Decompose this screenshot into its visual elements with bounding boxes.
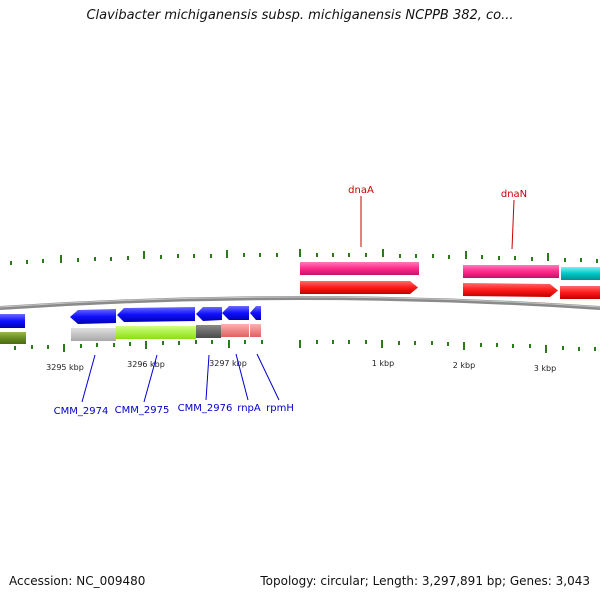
feature-olive-left-edge[interactable]	[0, 332, 26, 344]
feature-red-track-1[interactable]	[300, 281, 418, 294]
bottom-gene-labels	[81, 353, 280, 403]
feature-red-track-3[interactable]	[560, 286, 600, 299]
gene-rnpa-arrow[interactable]	[222, 306, 249, 320]
reverse-features	[0, 306, 261, 344]
gene-rpmh-arrow[interactable]	[250, 306, 261, 320]
feature-pink-track-2[interactable]	[463, 265, 559, 278]
genome-summary-label: Topology: circular; Length: 3,297,891 bp…	[260, 574, 590, 588]
gene-label-cmm-2974[interactable]: CMM_2974	[54, 406, 109, 417]
cmm-2974-leader-line	[81, 354, 96, 403]
forward-features	[300, 262, 600, 299]
cds-rnpa-bar[interactable]	[221, 324, 249, 337]
scale-label: 3295 kbp	[46, 363, 84, 372]
gene-label-rpmh[interactable]: rpmH	[266, 403, 294, 414]
scale-label: 1 kbp	[372, 359, 394, 368]
gene-cmm-2975-arrow[interactable]	[117, 307, 195, 322]
scale-label: 2 kbp	[453, 361, 475, 370]
cmm-2975-leader-line	[143, 354, 158, 403]
dnan-leader-line	[511, 199, 515, 250]
cmm-2976-leader-line	[205, 354, 210, 401]
gene-label-rnpa[interactable]: rnpA	[237, 403, 261, 414]
rpmh-leader-line	[256, 353, 280, 401]
feature-pink-track-1[interactable]	[300, 262, 419, 275]
lower-tick-marks	[14, 340, 596, 353]
gene-label-cmm-2976[interactable]: CMM_2976	[178, 403, 233, 414]
feature-red-track-2[interactable]	[463, 283, 558, 297]
cds-cmm-2975-bar[interactable]	[116, 326, 196, 339]
gene-cmm-2974-arrow[interactable]	[70, 309, 116, 324]
scale-label: 3296 kbp	[127, 360, 165, 369]
accession-label: Accession: NC_009480	[9, 574, 146, 588]
top-gene-labels: dnaA dnaN	[348, 185, 527, 250]
feature-cyan-track[interactable]	[561, 267, 600, 280]
map-title: Clavibacter michiganensis subsp. michiga…	[86, 8, 514, 23]
scale-label: 3297 kbp	[209, 359, 247, 368]
upper-tick-marks	[10, 249, 598, 265]
gene-label-dnaa[interactable]: dnaA	[348, 185, 374, 196]
gene-cmm-2976-arrow[interactable]	[196, 307, 222, 321]
scale-label: 3 kbp	[534, 364, 556, 373]
cds-rpmh-bar[interactable]	[250, 324, 261, 337]
gene-label-dnan[interactable]: dnaN	[501, 189, 527, 200]
gene-label-cmm-2975[interactable]: CMM_2975	[115, 405, 170, 416]
rnpa-leader-line	[235, 353, 249, 401]
genome-backbone-highlight	[0, 296, 600, 308]
cds-cmm-2976-bar[interactable]	[196, 325, 221, 338]
cds-cmm-2974-bar[interactable]	[71, 328, 116, 341]
feature-blue-left-edge[interactable]	[0, 314, 25, 328]
genome-backbone	[0, 296, 600, 310]
scale-labels: 3295 kbp 3296 kbp 3297 kbp 1 kbp 2 kbp 3…	[46, 359, 556, 373]
